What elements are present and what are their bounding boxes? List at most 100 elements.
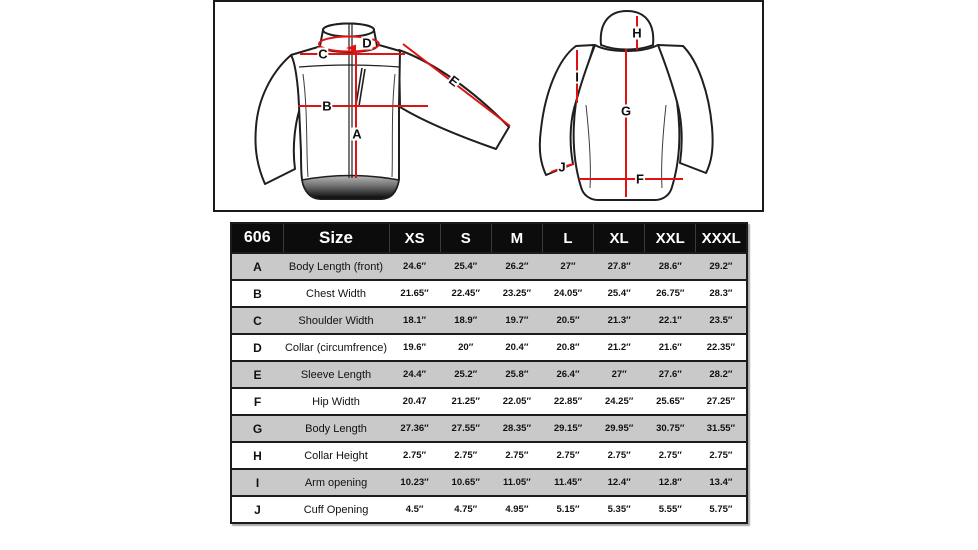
measurement-value: 31.55″ [695,414,747,442]
measurement-value: 4.95″ [491,495,543,523]
measurement-value: 23.25″ [491,279,543,307]
measurement-value: 23.5″ [695,306,747,334]
measurement-name: Arm opening [283,468,389,496]
measurement-name: Sleeve Length [283,360,389,388]
measurement-value: 27.25″ [695,387,747,415]
measurement-value: 28.35″ [491,414,543,442]
measurement-value: 28.6″ [644,252,696,280]
measurement-label-b: B [321,98,333,114]
measurement-value: 24.05″ [542,279,594,307]
measurement-label-f: F [635,171,645,187]
measurement-label-d: D [361,35,373,51]
measurement-value: 29.15″ [542,414,594,442]
table-row: D Collar (circumfrence) 19.6″ 20″ 20.4″ 20.… [231,333,747,361]
size-table-header: 606 Size XS S M L XL XXL XXXL [231,223,747,253]
table-row: F Hip Width 20.47 21.25″ 22.05″ 22.85″ 24.25… [231,387,747,415]
measurement-value: 18.1″ [389,306,441,334]
measurement-value: 21.2″ [593,333,645,361]
measurement-letter: A [231,252,283,280]
measurement-letter: G [231,414,283,442]
measurement-value: 12.8″ [644,468,696,496]
measurement-value: 11.45″ [542,468,594,496]
measurement-value: 25.65″ [644,387,696,415]
size-column-header: XXL [644,223,696,253]
measurement-value: 22.85″ [542,387,594,415]
measurement-value: 28.2″ [695,360,747,388]
measurement-value: 27.36″ [389,414,441,442]
measurement-value: 2.75″ [695,441,747,469]
measurement-value: 24.4″ [389,360,441,388]
size-chart-table: 606 Size XS S M L XL XXL XXXL A Body Len… [230,222,748,524]
measurement-name: Body Length (front) [283,252,389,280]
measurement-value: 4.75″ [440,495,492,523]
measurement-letter: B [231,279,283,307]
measurement-label-i: I [574,69,580,85]
measurement-letter: E [231,360,283,388]
measurement-value: 25.2″ [440,360,492,388]
table-row: E Sleeve Length 24.4″ 25.2″ 25.8″ 26.4″ 27″ 2… [231,360,747,388]
measurement-value: 29.2″ [695,252,747,280]
measurement-value: 26.75″ [644,279,696,307]
measurement-name: Collar Height [283,441,389,469]
table-row: B Chest Width 21.65″ 22.45″ 23.25″ 24.05″ 25… [231,279,747,307]
front-jacket-drawing [254,22,510,200]
measurement-value: 20.47 [389,387,441,415]
measurement-value: 24.25″ [593,387,645,415]
size-column-header: L [541,223,594,253]
measurement-value: 21.65″ [389,279,441,307]
measurement-name: Body Length [283,414,389,442]
measurement-label-h: H [631,25,643,41]
measurement-value: 27.8″ [593,252,645,280]
measurement-value: 4.5″ [389,495,441,523]
measurement-value: 11.05″ [491,468,543,496]
measurement-value: 10.23″ [389,468,441,496]
table-row: H Collar Height 2.75″ 2.75″ 2.75″ 2.75″ 2.75… [231,441,747,469]
measurement-value: 22.05″ [491,387,543,415]
measurement-letter: I [231,468,283,496]
size-header-cell: Size [282,223,389,253]
measurement-value: 19.7″ [491,306,543,334]
measurement-value: 21.3″ [593,306,645,334]
measurement-letter: F [231,387,283,415]
measurement-value: 21.25″ [440,387,492,415]
measurement-name: Collar (circumfrence) [283,333,389,361]
measurement-value: 2.75″ [644,441,696,469]
measurement-label-c: C [317,46,329,62]
measurement-value: 20.5″ [542,306,594,334]
measurement-label-a: A [351,126,363,142]
size-column-header: XL [593,223,645,253]
measurement-letter: J [231,495,283,523]
measurement-letter: H [231,441,283,469]
measurement-value: 2.75″ [593,441,645,469]
measurement-value: 27.55″ [440,414,492,442]
measurement-name: Cuff Opening [283,495,389,523]
size-column-header: M [490,223,543,253]
measurement-value: 20.8″ [542,333,594,361]
measurement-letter: D [231,333,283,361]
measurement-value: 27″ [542,252,594,280]
measurement-value: 10.65″ [440,468,492,496]
measurement-value: 5.35″ [593,495,645,523]
measurement-label-j: J [557,159,567,175]
measurement-value: 26.2″ [491,252,543,280]
measurement-value: 27″ [593,360,645,388]
measurement-value: 20″ [440,333,492,361]
measurement-value: 25.8″ [491,360,543,388]
measurement-value: 12.4″ [593,468,645,496]
size-column-header: S [439,223,492,253]
size-column-header: XXXL [695,223,747,253]
measurement-value: 29.95″ [593,414,645,442]
measurement-value: 2.75″ [491,441,543,469]
table-row: I Arm opening 10.23″ 10.65″ 11.05″ 11.45″ 12… [231,468,747,496]
measurement-value: 5.55″ [644,495,696,523]
measurement-value: 5.75″ [695,495,747,523]
measurement-name: Shoulder Width [283,306,389,334]
measurement-value: 27.6″ [644,360,696,388]
size-column-header: XS [388,223,441,253]
measurement-value: 30.75″ [644,414,696,442]
measurement-value: 25.4″ [593,279,645,307]
measurement-value: 22.35″ [695,333,747,361]
table-row: A Body Length (front) 24.6″ 25.4″ 26.2″ 27″… [231,252,747,280]
measurement-value: 2.75″ [440,441,492,469]
